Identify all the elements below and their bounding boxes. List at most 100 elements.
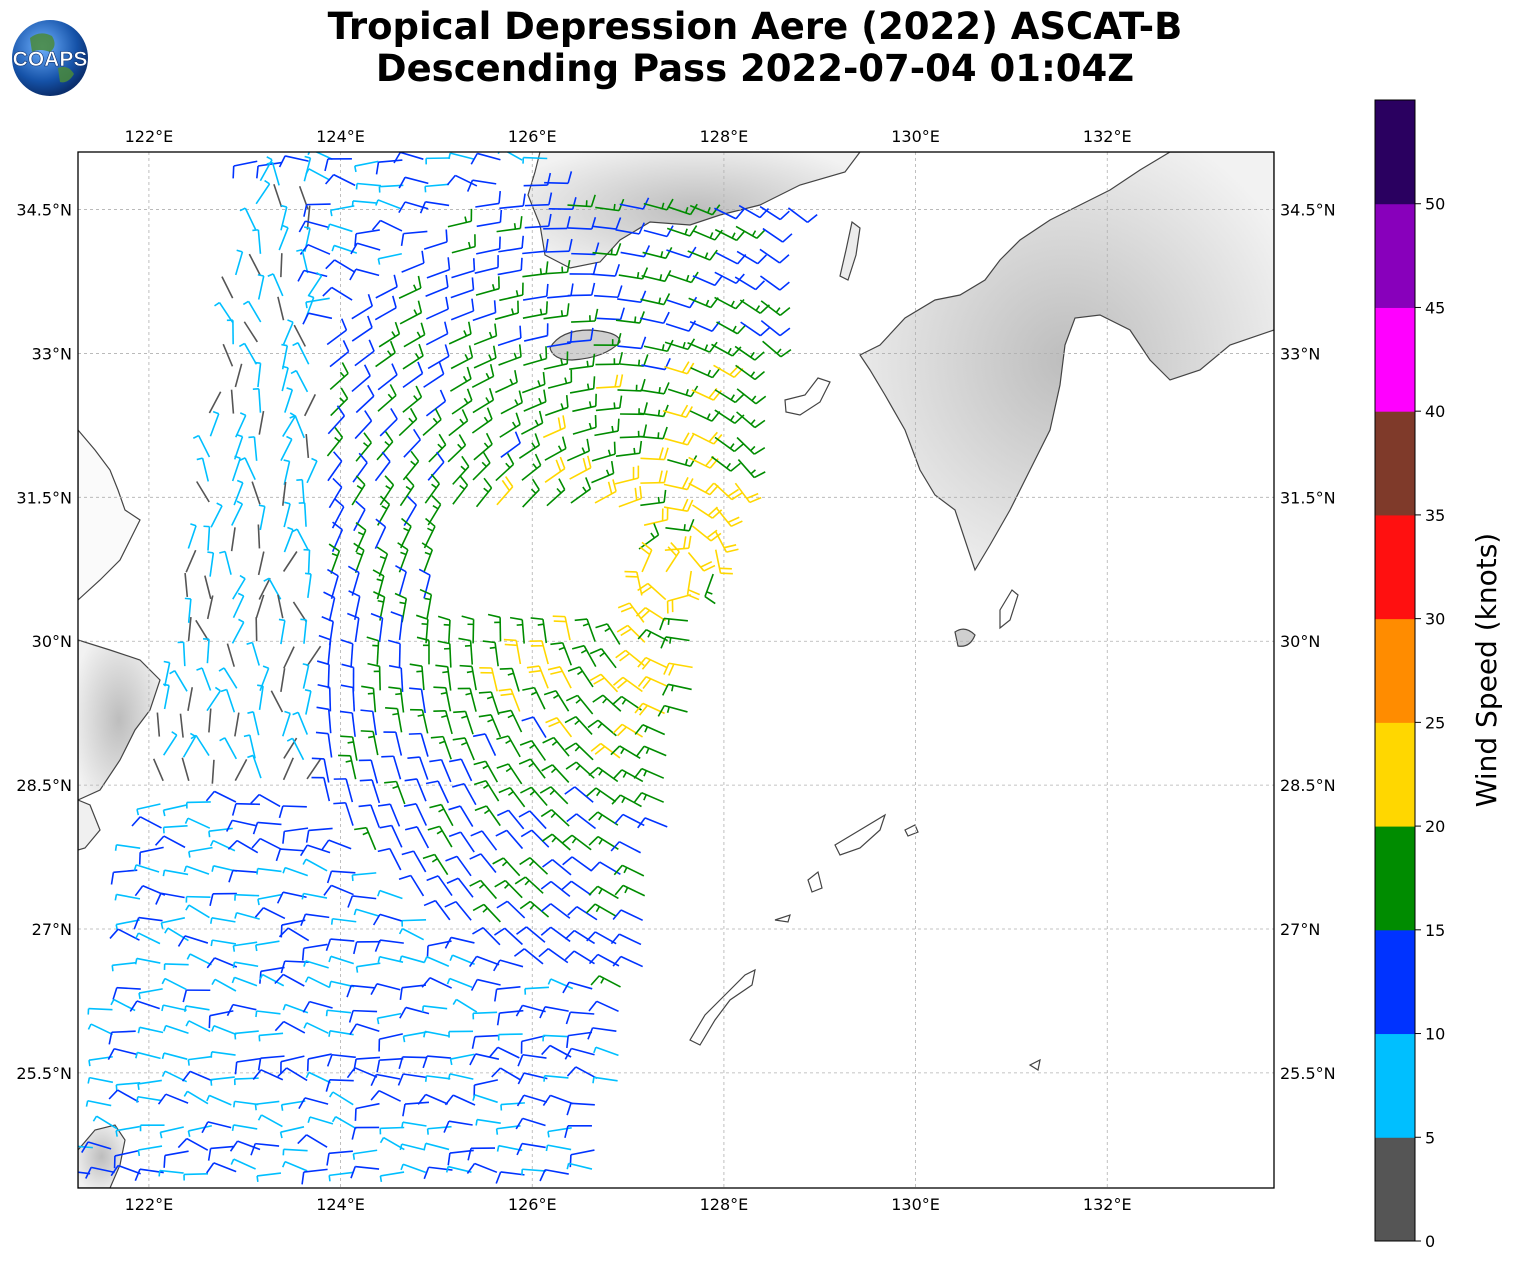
wind-barb — [421, 542, 434, 573]
colorbar-tick-label: 45 — [1425, 298, 1445, 317]
wind-barb — [326, 870, 356, 884]
wind-barb — [409, 663, 425, 691]
wind-barb — [255, 617, 258, 642]
wind-barb — [491, 1067, 522, 1081]
wind-barb — [377, 955, 404, 963]
wind-barb — [466, 179, 497, 192]
wind-barb — [422, 853, 449, 876]
wind-barb — [203, 525, 211, 551]
wind-barb — [735, 225, 766, 240]
wind-barb — [565, 761, 595, 779]
wind-barb — [566, 813, 597, 830]
wind-barb — [184, 817, 211, 829]
wind-barb — [231, 1124, 258, 1131]
wind-barb — [401, 919, 427, 927]
wind-barb — [498, 786, 526, 808]
wind-barb — [736, 411, 766, 429]
wind-barb — [378, 321, 401, 348]
wind-barb — [159, 1126, 184, 1139]
wind-barb — [475, 1118, 501, 1126]
wind-barb — [433, 710, 453, 735]
wind-barb — [445, 1165, 472, 1173]
wind-barb — [526, 665, 549, 689]
wind-barb — [399, 476, 415, 507]
wind-barb — [351, 200, 377, 207]
lon-tick-top: 122°E — [125, 127, 174, 146]
wind-barb — [280, 204, 288, 231]
wind-barb — [182, 989, 211, 1003]
wind-barb — [325, 173, 356, 187]
wind-barb — [498, 688, 521, 712]
wind-barb — [340, 735, 358, 761]
wind-barb — [564, 929, 596, 945]
wind-barb — [379, 824, 403, 848]
wind-barb — [610, 841, 641, 854]
wind-barb — [618, 486, 643, 508]
colorbar-bin — [1375, 826, 1415, 931]
wind-barb — [329, 340, 350, 368]
wind-barb — [666, 593, 691, 614]
wind-barb — [515, 1004, 546, 1017]
wind-barb — [370, 1073, 401, 1087]
wind-barb — [257, 1055, 285, 1071]
lon-tick-bottom: 126°E — [508, 1195, 557, 1214]
colorbar-bin — [1375, 203, 1415, 308]
wind-barb — [161, 1052, 188, 1060]
wind-barb — [735, 364, 766, 381]
wind-barb — [374, 518, 387, 549]
wind-barb — [234, 911, 260, 920]
wind-barb — [379, 1126, 405, 1135]
wind-barb — [360, 709, 377, 736]
colorbar-bin — [1375, 514, 1415, 620]
wind-barb — [409, 687, 426, 714]
wind-barb — [541, 833, 571, 851]
wind-barb — [279, 1126, 305, 1139]
wind-barb — [643, 225, 674, 238]
colorbar-tick-label: 20 — [1425, 817, 1445, 836]
wind-barb — [452, 455, 470, 485]
wind-barb — [461, 615, 475, 644]
wind-barb — [303, 155, 312, 182]
wind-barb — [734, 482, 762, 504]
wind-barb — [304, 572, 312, 598]
wind-barb — [379, 1171, 405, 1183]
wind-barb — [515, 1117, 546, 1130]
wind-barb — [498, 235, 525, 253]
wind-barb — [595, 351, 624, 366]
wind-barb — [516, 926, 546, 943]
wind-barb — [136, 1095, 162, 1103]
wind-barb — [759, 248, 790, 264]
wind-barb — [618, 267, 649, 280]
wind-barb — [354, 229, 380, 247]
wind-barb — [163, 683, 170, 710]
colorbar-label-box: Wind Speed (knots) — [1470, 533, 1503, 807]
lon-tick-bottom: 122°E — [125, 1195, 174, 1214]
wind-barb — [81, 1141, 112, 1153]
wind-barb — [258, 410, 265, 435]
wind-barb — [266, 161, 280, 186]
wind-barb — [399, 1143, 426, 1151]
wind-barb — [498, 344, 522, 366]
wind-barb — [230, 527, 236, 552]
wind-barb — [258, 1032, 284, 1042]
wind-barb — [496, 900, 526, 919]
wind-barb — [210, 939, 237, 947]
wind-barb — [418, 568, 431, 599]
wind-barb — [226, 319, 234, 345]
wind-barb — [542, 859, 572, 876]
wind-barb — [301, 892, 328, 900]
wind-barb — [250, 793, 281, 808]
wind-barb — [640, 470, 668, 484]
wind-barb — [306, 205, 311, 230]
wind-barb — [251, 837, 282, 851]
wind-barb — [374, 295, 397, 321]
wind-barb — [529, 640, 549, 665]
wind-barb — [381, 755, 402, 780]
wind-barb — [620, 402, 648, 416]
wind-barb — [592, 243, 622, 256]
wind-barb — [183, 1090, 209, 1105]
wind-barb — [325, 1078, 354, 1092]
wind-barb — [255, 594, 265, 619]
wind-barb — [762, 340, 792, 358]
wind-barb — [514, 876, 544, 894]
